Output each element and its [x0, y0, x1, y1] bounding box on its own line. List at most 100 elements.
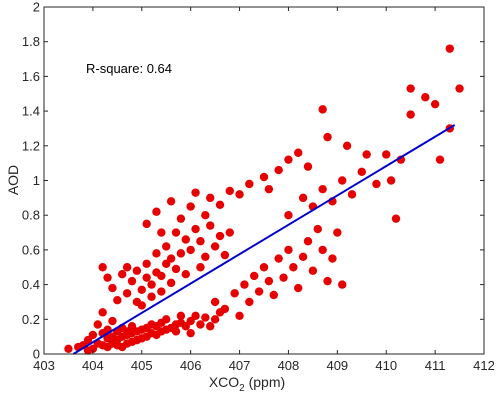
data-point — [284, 155, 293, 164]
data-point — [176, 249, 186, 258]
data-point — [157, 271, 166, 281]
x-tick-label: 405 — [131, 358, 153, 373]
data-point — [333, 228, 342, 237]
y-tick-label: 1 — [33, 173, 40, 188]
regression-line — [72, 124, 456, 355]
data-point — [171, 327, 181, 336]
data-point — [294, 283, 303, 293]
data-point — [391, 214, 401, 223]
data-point — [382, 150, 391, 159]
data-point — [142, 219, 151, 229]
data-point — [210, 242, 220, 251]
y-tick-label: 1.4 — [22, 104, 40, 119]
x-tick-label: 406 — [180, 358, 202, 373]
x-axis-label-main: XCO — [209, 374, 239, 390]
y-tick-label: 0.8 — [22, 208, 40, 223]
data-point — [98, 308, 107, 317]
data-point — [240, 280, 249, 289]
data-point — [166, 278, 176, 288]
x-tick-label: 403 — [33, 358, 55, 373]
y-tick-label: 0.2 — [22, 312, 40, 327]
data-point — [430, 99, 440, 109]
data-point — [210, 297, 220, 307]
data-point — [113, 296, 122, 305]
data-point — [303, 162, 313, 171]
data-point — [406, 110, 415, 119]
data-point — [445, 44, 454, 53]
data-point — [279, 273, 288, 282]
data-point — [245, 179, 254, 189]
data-point — [196, 320, 205, 329]
x-tick-label: 411 — [425, 358, 446, 373]
points-layer — [64, 44, 464, 355]
data-point — [274, 165, 283, 175]
data-point — [259, 172, 269, 182]
data-point — [264, 184, 274, 194]
data-point — [235, 190, 244, 199]
data-point — [298, 193, 308, 203]
data-point — [294, 148, 303, 157]
data-point — [98, 263, 107, 272]
data-point — [122, 289, 132, 298]
data-point — [372, 179, 381, 189]
data-point — [284, 245, 293, 255]
data-point — [191, 224, 200, 234]
data-point — [347, 190, 357, 199]
x-tick-label: 407 — [229, 358, 251, 373]
data-point — [201, 211, 210, 220]
data-point — [289, 263, 298, 272]
data-point — [147, 280, 156, 289]
x-tick-label: 412 — [473, 358, 495, 373]
data-point — [181, 269, 190, 279]
data-point — [362, 150, 371, 159]
data-point — [137, 285, 146, 295]
data-point — [127, 276, 137, 286]
data-point — [122, 263, 132, 272]
data-point — [162, 242, 171, 251]
data-point — [303, 237, 313, 246]
y-tick-label: 1.2 — [22, 138, 40, 153]
data-point — [142, 259, 151, 268]
data-point — [152, 207, 161, 216]
data-point — [210, 315, 220, 324]
data-point — [274, 254, 283, 263]
data-point — [88, 330, 98, 340]
y-tick-label: 0 — [33, 347, 40, 362]
x-axis-label-subscript: 2 — [239, 383, 245, 394]
data-point — [455, 84, 464, 93]
data-point — [147, 292, 156, 301]
y-tick-label: 0.4 — [22, 277, 40, 292]
data-point — [323, 132, 332, 142]
data-point — [152, 249, 161, 258]
data-point — [201, 252, 210, 262]
x-tick-label: 410 — [375, 358, 397, 373]
data-point — [220, 250, 230, 260]
data-point — [318, 184, 327, 194]
data-point — [435, 155, 445, 164]
data-point — [171, 228, 181, 237]
x-axis-ticks: 403 404 405 406 407 408 409 410 411 412 — [33, 7, 495, 373]
data-point — [230, 289, 239, 298]
data-point — [93, 320, 102, 329]
data-point — [220, 304, 230, 314]
data-point — [386, 176, 396, 185]
y-axis-ticks: 0 0.2 0.4 0.6 0.8 1 1.2 1.4 1.6 1.8 2 — [22, 0, 484, 362]
data-point — [162, 315, 171, 324]
data-point — [186, 202, 195, 211]
data-point — [206, 221, 215, 230]
data-point — [225, 228, 234, 237]
data-point — [157, 228, 166, 237]
data-point — [245, 297, 254, 307]
data-point — [186, 328, 195, 338]
data-point — [191, 188, 200, 197]
data-point — [328, 254, 337, 263]
data-point — [308, 266, 318, 275]
y-tick-label: 2 — [33, 0, 40, 15]
data-point — [166, 254, 176, 263]
data-point — [284, 211, 293, 220]
r-square-annotation: R-square: 0.64 — [86, 61, 172, 76]
data-point — [191, 311, 200, 321]
data-point — [108, 283, 117, 293]
data-point — [338, 176, 347, 185]
